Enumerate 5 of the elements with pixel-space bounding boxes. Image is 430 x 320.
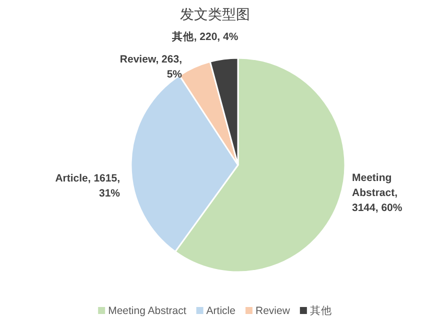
- legend-label: Review: [255, 305, 290, 317]
- legend-label: Article: [206, 305, 236, 317]
- title: 发文类型图: [180, 6, 250, 22]
- legend-label: 其他: [310, 304, 332, 317]
- legend-label: Meeting Abstract: [108, 305, 186, 317]
